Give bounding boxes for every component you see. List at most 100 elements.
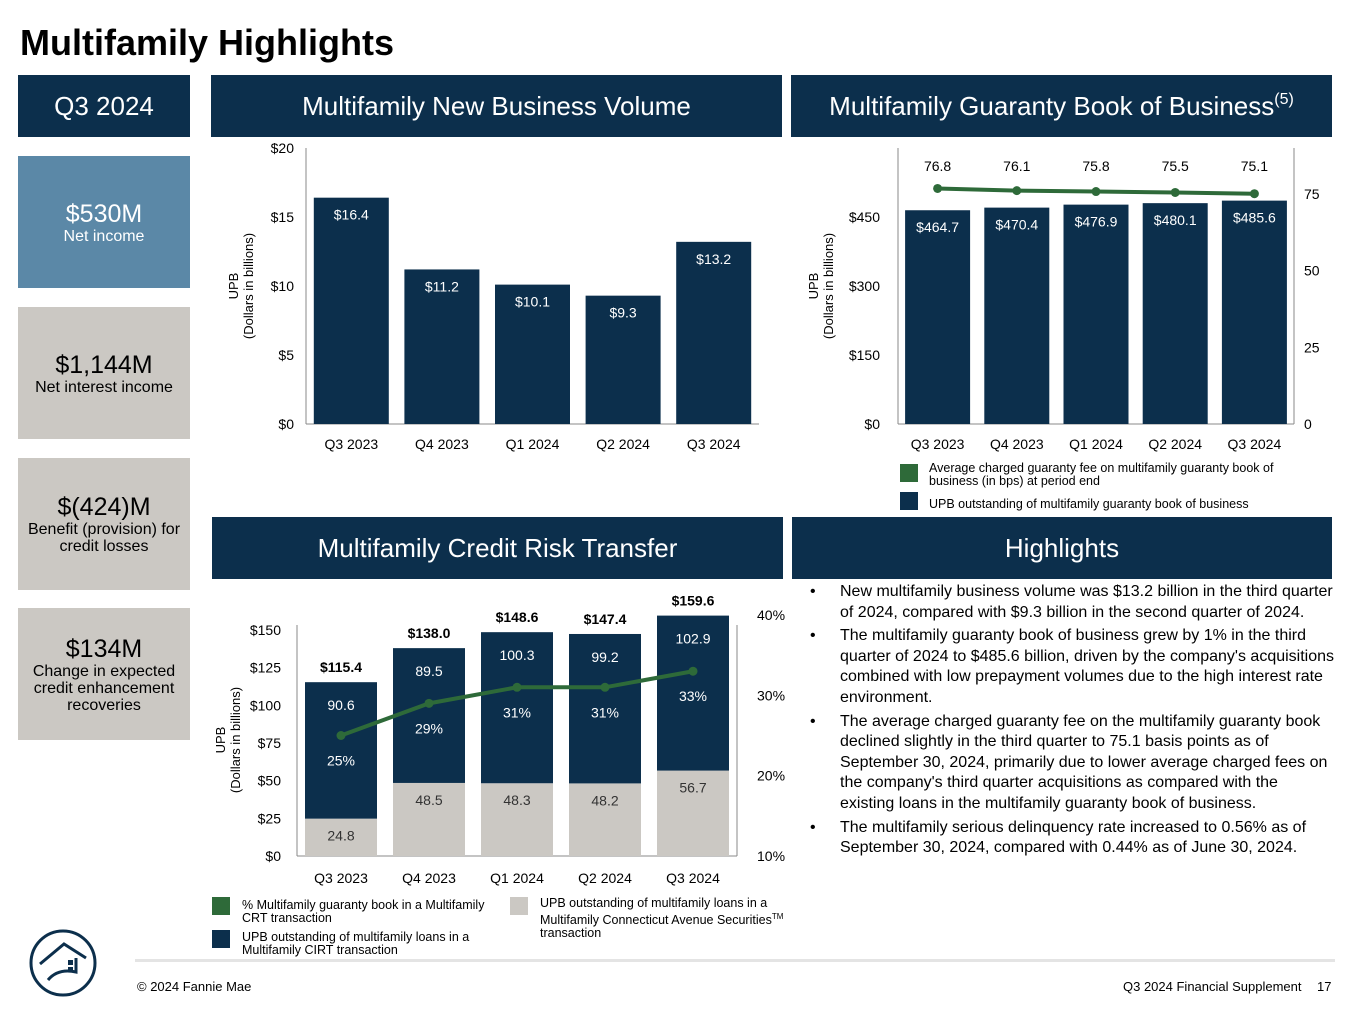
crt-pct-label: 25% <box>327 753 355 769</box>
page-title: Multifamily Highlights <box>20 22 394 63</box>
footer-divider <box>135 959 1335 962</box>
x-tick-label: Q1 2024 <box>490 870 544 886</box>
y-tick-label: $0 <box>265 848 281 864</box>
x-tick-label: Q3 2023 <box>314 870 368 886</box>
legend-crt-cirt-text: UPB outstanding of multifamily loans in … <box>242 930 470 957</box>
kpi-label: Change in expected credit enhancement re… <box>32 662 176 714</box>
highlight-text: The average charged guaranty fee on the … <box>840 712 1328 812</box>
x-tick-label: Q3 2023 <box>324 436 378 452</box>
y2-tick-label: 30% <box>757 687 785 703</box>
y-tick-label: $150 <box>250 622 281 638</box>
fee-point <box>1249 189 1259 199</box>
x-tick-label: Q3 2023 <box>911 436 965 452</box>
data-label: $470.4 <box>995 217 1038 233</box>
legend-crt-cas-main: UPB outstanding of multifamily loans in … <box>540 896 772 928</box>
highlight-text: The multifamily guaranty book of busines… <box>840 627 1335 706</box>
bar-cirt <box>481 632 553 784</box>
data-label: $13.2 <box>696 251 731 267</box>
total-label: $115.4 <box>320 659 362 675</box>
quarter-header: Q3 2024 <box>18 75 190 137</box>
highlights-list: • New multifamily business volume was $13… <box>810 582 1335 862</box>
data-label: $16.4 <box>334 207 369 223</box>
x-tick-label: Q2 2024 <box>578 870 632 886</box>
fee-point <box>933 183 943 193</box>
y-axis-label: UPB(Dollars in billions) <box>806 233 836 339</box>
y-tick-label: $125 <box>250 660 281 676</box>
y-tick-label: $0 <box>864 416 880 432</box>
bar <box>905 210 971 424</box>
y2-tick-label: 25 <box>1304 339 1320 355</box>
cas-label: 24.8 <box>327 828 354 844</box>
kpi-net-interest-income: $1,144M Net interest income <box>18 307 190 439</box>
x-tick-label: Q2 2024 <box>596 436 650 452</box>
x-tick-label: Q4 2023 <box>990 436 1044 452</box>
legend-upb-swatch <box>900 492 918 510</box>
y-tick-label: $100 <box>250 697 281 713</box>
y2-tick-label: 10% <box>757 848 785 864</box>
crt-pct-label: 29% <box>415 720 443 736</box>
y-tick-label: $50 <box>258 773 282 789</box>
guaranty-book-chart: $0 $150 $300 $450 0 25 50 75 $464.7 Q3 2023 $470.4… <box>806 148 1320 452</box>
footer-copyright: © 2024 Fannie Mae <box>137 979 252 994</box>
x-tick-label: Q1 2024 <box>506 436 560 452</box>
data-label: $464.7 <box>916 219 959 235</box>
y-tick-label: $20 <box>271 140 295 156</box>
legend-fee-text: Average charged guaranty fee on multifam… <box>929 461 1274 488</box>
footer-doc-title: Q3 2024 Financial Supplement <box>1123 979 1302 994</box>
legend-upb-text: UPB outstanding of multifamily guaranty … <box>929 497 1249 511</box>
bar <box>313 197 389 424</box>
legend-crt-pct-text: % Multifamily guaranty book in a Multifa… <box>242 898 485 925</box>
highlight-item: • New multifamily business volume was $13… <box>810 582 1335 623</box>
cas-label: 56.7 <box>679 780 706 796</box>
y-tick-label: $25 <box>258 810 282 826</box>
fee-label: 75.1 <box>1241 158 1268 174</box>
fee-label: 75.5 <box>1162 158 1189 174</box>
crt-chart: $0 $25 $50 $75 $100 $125 $150 10% 20% 30% 40% 24.8 9… <box>213 593 785 886</box>
highlights-header-text: Highlights <box>1004 532 1120 563</box>
bullet-glyph: • <box>810 712 816 730</box>
bar-cas <box>657 770 729 856</box>
total-label: $147.4 <box>584 611 627 627</box>
quarter-header-text: Q3 2024 <box>54 90 154 121</box>
bar <box>676 241 752 424</box>
cirt-label: 89.5 <box>415 663 442 679</box>
fee-point <box>1012 186 1022 196</box>
y-tick-label: $15 <box>271 209 295 225</box>
cirt-label: 99.2 <box>591 649 618 665</box>
highlight-item: • The average charged guaranty fee on the… <box>810 712 1335 815</box>
crt-pct-point <box>688 666 698 676</box>
highlights-header: Highlights <box>792 517 1332 579</box>
y-axis-label: UPB(Dollars in billions) <box>226 233 256 339</box>
x-tick-label: Q3 2024 <box>1228 436 1282 452</box>
kpi-label: Net interest income <box>35 378 173 396</box>
highlight-text: New multifamily business volume was $13.… <box>840 583 1333 621</box>
y2-tick-label: 75 <box>1304 186 1320 202</box>
crt-header-text: Multifamily Credit Risk Transfer <box>317 532 678 563</box>
cas-label: 48.2 <box>591 792 618 808</box>
bar-cirt <box>569 633 641 784</box>
crt-header: Multifamily Credit Risk Transfer <box>212 517 783 579</box>
data-label: $10.1 <box>515 294 550 310</box>
legend-crt-cas-tm: TM <box>771 912 784 921</box>
y-tick-label: $0 <box>278 416 294 432</box>
legend-crt-pct-swatch <box>212 897 230 915</box>
highlight-item: • The multifamily guaranty book of busine… <box>810 626 1335 708</box>
total-label: $138.0 <box>408 625 451 641</box>
data-label: $9.3 <box>609 305 636 321</box>
kpi-value: $134M <box>65 634 143 663</box>
y2-tick-label: 50 <box>1304 263 1320 279</box>
cirt-label: 102.9 <box>675 631 710 647</box>
fee-point <box>1091 187 1101 197</box>
guaranty-book-header-text: Multifamily Guaranty Book of Business <box>829 90 1275 121</box>
bar <box>1221 200 1287 424</box>
fee-label: 76.8 <box>924 158 951 174</box>
crt-pct-point <box>600 682 610 692</box>
kpi-value: $530M <box>65 199 143 228</box>
fee-label: 76.1 <box>1003 158 1030 174</box>
bullet-glyph: • <box>810 818 816 836</box>
legend-crt-cas-swatch <box>510 897 528 915</box>
bar-cas <box>481 783 553 856</box>
new-business-header: Multifamily New Business Volume <box>211 75 782 137</box>
bar <box>984 207 1050 424</box>
y2-tick-label: 40% <box>757 607 785 623</box>
